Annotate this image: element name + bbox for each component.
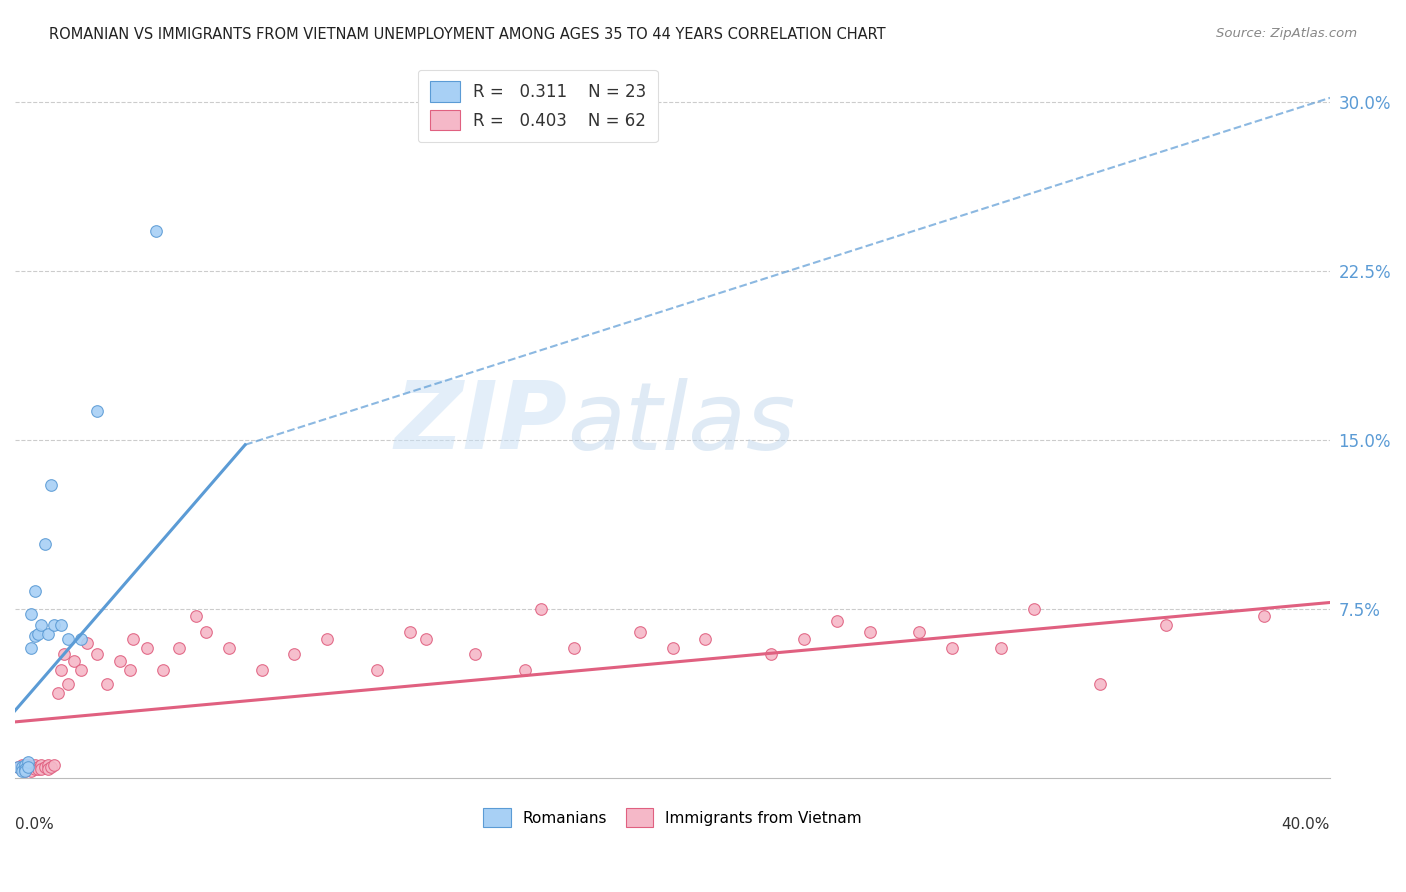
Point (24, 629, 46, 643)
Point (398, 624, 420, 639)
Point (69, 632, 91, 646)
Point (10, 760, 32, 774)
Point (135, 640, 157, 655)
Point (908, 624, 931, 639)
Point (14, 757, 37, 772)
Point (184, 609, 207, 624)
Point (39, 478, 62, 492)
Point (17, 762, 39, 776)
Point (76, 636, 98, 650)
Point (464, 648, 486, 662)
Point (17, 757, 39, 772)
Point (20, 607, 42, 621)
Point (218, 640, 240, 655)
Point (14, 764, 37, 779)
Point (1253, 609, 1275, 624)
Point (30, 762, 52, 776)
Point (69, 663, 91, 677)
Point (10, 757, 32, 772)
Point (27, 762, 49, 776)
Point (27, 627, 49, 641)
Point (14, 760, 37, 774)
Point (56, 676, 79, 690)
Point (194, 624, 217, 639)
Point (661, 640, 683, 655)
Point (17, 756, 39, 770)
Point (37, 762, 59, 776)
Point (86, 648, 108, 662)
Point (24, 757, 46, 772)
Point (250, 663, 273, 677)
Point (14, 762, 37, 776)
Point (24, 584, 46, 599)
Point (10, 762, 32, 776)
Point (34, 537, 56, 551)
Point (37, 627, 59, 641)
Point (20, 764, 42, 779)
Point (7, 760, 30, 774)
Point (20, 760, 42, 774)
Point (941, 640, 963, 655)
Text: Source: ZipAtlas.com: Source: ZipAtlas.com (1216, 27, 1357, 40)
Point (695, 632, 717, 646)
Point (759, 648, 782, 662)
Point (628, 624, 651, 639)
Point (14, 764, 37, 779)
Point (49, 663, 72, 677)
Point (415, 632, 437, 646)
Point (86, 404, 108, 418)
Point (283, 648, 305, 662)
Point (120, 663, 142, 677)
Point (562, 640, 585, 655)
Point (44, 618, 66, 632)
Point (17, 760, 39, 774)
Point (56, 632, 79, 646)
Point (108, 654, 131, 668)
Point (530, 602, 553, 616)
Point (27, 760, 49, 774)
Point (30, 757, 52, 772)
Point (169, 640, 191, 655)
Point (145, 224, 167, 238)
Point (63, 654, 86, 668)
Text: 0.0%: 0.0% (15, 817, 53, 832)
Point (316, 632, 339, 646)
Point (7, 760, 30, 774)
Point (513, 663, 536, 677)
Point (990, 640, 1012, 655)
Point (122, 632, 145, 646)
Point (10, 764, 32, 779)
Point (793, 632, 815, 646)
Point (24, 762, 46, 776)
Point (30, 618, 52, 632)
Point (96, 676, 118, 690)
Point (859, 624, 882, 639)
Point (20, 640, 42, 655)
Text: atlas: atlas (567, 378, 796, 469)
Legend: Romanians, Immigrants from Vietnam: Romanians, Immigrants from Vietnam (475, 800, 870, 834)
Point (37, 757, 59, 772)
Point (34, 760, 56, 774)
Point (1024, 602, 1046, 616)
Point (1154, 618, 1177, 632)
Text: ROMANIAN VS IMMIGRANTS FROM VIETNAM UNEMPLOYMENT AMONG AGES 35 TO 44 YEARS CORRE: ROMANIAN VS IMMIGRANTS FROM VIETNAM UNEM… (49, 27, 886, 42)
Point (825, 614, 848, 628)
Point (49, 618, 72, 632)
Point (1088, 676, 1111, 690)
Point (152, 663, 174, 677)
Text: 40.0%: 40.0% (1282, 817, 1330, 832)
Point (44, 757, 66, 772)
Point (39, 760, 62, 774)
Point (46, 685, 69, 699)
Text: ZIP: ZIP (395, 377, 567, 469)
Point (366, 663, 388, 677)
Point (53, 648, 76, 662)
